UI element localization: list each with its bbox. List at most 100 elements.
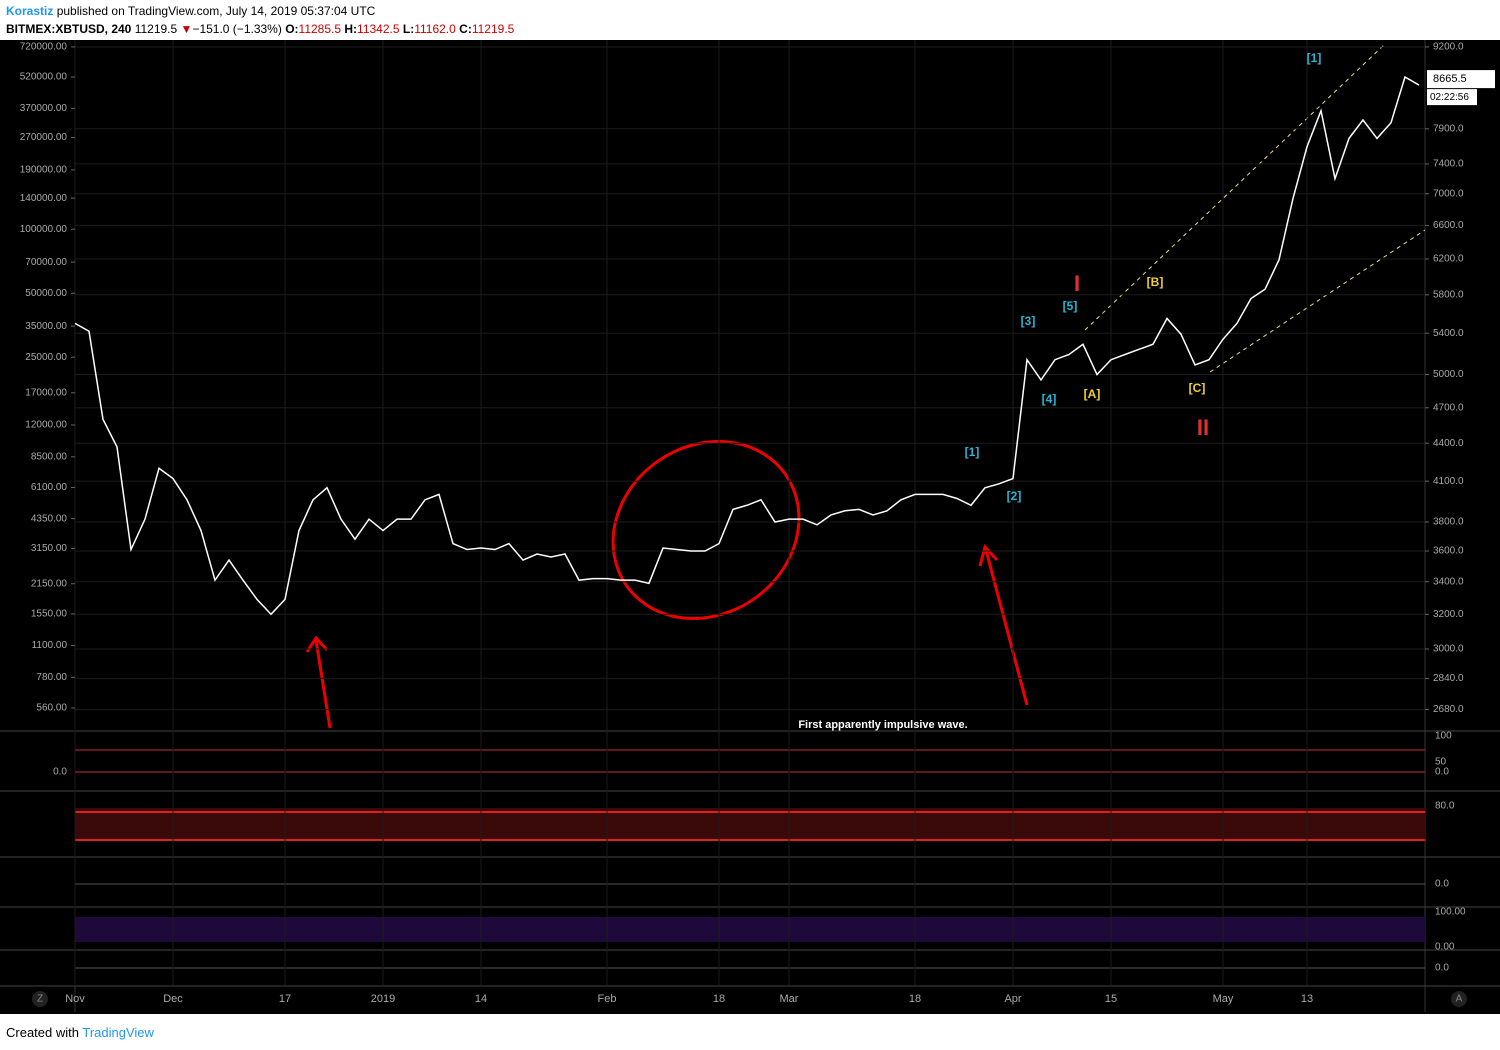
y-tick-label: 5400.0: [1433, 328, 1464, 339]
last-price: 8665.5: [1433, 73, 1467, 85]
auto-button[interactable]: [1451, 991, 1467, 1007]
x-tick-label: Apr: [1004, 993, 1021, 1005]
x-tick-label: Nov: [65, 993, 85, 1005]
symbol-line: BITMEX:XBTUSD, 240 11219.5 ▼−151.0 (−1.3…: [6, 22, 514, 36]
y-tick-label: 5000.0: [1433, 369, 1464, 380]
high: 11342.5: [357, 22, 400, 36]
arrow: [305, 635, 332, 729]
header-line: Korastiz published on TradingView.com, J…: [6, 4, 375, 18]
last: 11219.5: [134, 22, 178, 36]
trend-line: [1209, 229, 1426, 373]
arrow: [978, 543, 1029, 706]
author[interactable]: Korastiz: [6, 4, 54, 18]
y-tick-label: 3400.0: [1433, 576, 1464, 587]
zoom-label[interactable]: Z: [37, 994, 43, 1005]
arrows: [305, 543, 1029, 729]
wave-label: [2]: [1007, 489, 1022, 503]
pane-tick-label: 80.0: [1435, 801, 1455, 812]
y2-tick-label: 560.00: [36, 703, 67, 714]
x-tick-label: 17: [279, 993, 291, 1005]
y2-tick-label: 270000.00: [20, 132, 68, 143]
l-label: L:: [402, 22, 415, 36]
x-tick-label: 2019: [371, 993, 395, 1005]
y2-tick-label: 25000.00: [25, 352, 67, 363]
wave-label: [C]: [1189, 381, 1206, 395]
pane-left-label: 0.0: [53, 767, 67, 778]
open: 11285.5: [298, 22, 342, 36]
pane-tick-label: 0.0: [1435, 767, 1449, 778]
y-tick-label: 4400.0: [1433, 438, 1464, 449]
chart: Z A Nov Dec 17 2019 14 Feb 18 Mar 18 Apr 15 May 13 92…: [0, 40, 1500, 1014]
y-tick-label: 3600.0: [1433, 546, 1464, 557]
y2-tick-label: 3150.00: [31, 543, 68, 554]
y-tick-label: 4100.0: [1433, 476, 1464, 487]
wave-label: [4]: [1042, 392, 1057, 406]
zoom-button[interactable]: [32, 991, 48, 1007]
auto-label[interactable]: A: [1456, 994, 1463, 1005]
c-label: C:: [459, 22, 472, 36]
highlight-ellipse: [611, 440, 801, 620]
footer: Created with TradingView: [6, 1025, 154, 1040]
pane-tick-label: 0.00: [1435, 942, 1455, 953]
arrow: ▼: [180, 22, 193, 36]
x-tick-label: 18: [713, 993, 725, 1005]
y2-tick-label: 17000.00: [25, 387, 67, 398]
close: 11219.5: [471, 22, 515, 36]
x-tick-label: 15: [1105, 993, 1117, 1005]
y2-tick-label: 4350.00: [31, 513, 68, 524]
y2-tick-label: 1100.00: [32, 640, 68, 651]
wave-label: I: [1074, 271, 1080, 296]
y2-tick-label: 6100.00: [31, 482, 68, 493]
countdown: 02:22:56: [1430, 92, 1469, 103]
y-tick-label: 9200.0: [1433, 42, 1464, 53]
y-tick-label: 7000.0: [1433, 188, 1464, 199]
price-line: [74, 75, 1420, 616]
y2-tick-label: 190000.00: [20, 165, 68, 176]
wave-label: [1]: [1307, 51, 1322, 65]
background: [0, 40, 1500, 1014]
y2-tick-label: 370000.00: [20, 103, 68, 114]
brand[interactable]: TradingView: [82, 1025, 154, 1040]
y2-tick-label: 8500.00: [31, 451, 68, 462]
y2-tick-label: 50000.00: [25, 288, 67, 299]
y-tick-label: 2680.0: [1433, 704, 1464, 715]
y2-tick-label: 780.00: [36, 672, 67, 683]
x-tick-label: May: [1213, 993, 1234, 1005]
change: −151.0 (−1.33%): [192, 22, 282, 36]
stoch-band: [75, 917, 1425, 942]
trend-lines: [1084, 43, 1426, 373]
trend-line: [1084, 43, 1386, 331]
y2-tick-label: 520000.00: [20, 72, 68, 83]
y2-tick-label: 35000.00: [25, 321, 67, 332]
x-tick-label: Feb: [598, 993, 617, 1005]
y-tick-label: 5800.0: [1433, 289, 1464, 300]
y2-tick-label: 100000.00: [20, 224, 68, 235]
low: 11162.0: [414, 22, 456, 36]
y-tick-label: 3800.0: [1433, 517, 1464, 528]
y2-tick-label: 70000.00: [25, 257, 67, 268]
countdown-box: [1427, 89, 1477, 106]
y-tick-label: 4700.0: [1433, 402, 1464, 413]
y-tick-label: 3000.0: [1433, 644, 1464, 655]
published: published on TradingView.com, July 14, 2…: [56, 4, 376, 18]
y-tick-label: 3200.0: [1433, 609, 1464, 620]
x-tick-label: 13: [1301, 993, 1313, 1005]
x-tick-label: Dec: [163, 993, 183, 1005]
wave-label: [5]: [1063, 299, 1078, 313]
wave-label: [B]: [1147, 275, 1164, 289]
wave-label: [A]: [1084, 387, 1101, 401]
wave-label: II: [1197, 415, 1209, 440]
pane-tick-label: 50: [1435, 757, 1447, 768]
pane-tick-label: 100: [1435, 731, 1452, 742]
last-price-box: [1427, 70, 1495, 89]
rsi-band: [75, 808, 1425, 840]
y-tick-label: 2840.0: [1433, 673, 1464, 684]
y2-tick-label: 140000.00: [20, 193, 68, 204]
y2-tick-label: 2150.00: [31, 578, 68, 589]
pane-separators: [0, 730, 1500, 987]
y-tick-label: 7400.0: [1433, 159, 1464, 170]
pane-tick-label: 0.0: [1435, 879, 1449, 890]
symbol: BITMEX:XBTUSD, 240: [6, 22, 132, 36]
h-label: H:: [344, 22, 358, 36]
